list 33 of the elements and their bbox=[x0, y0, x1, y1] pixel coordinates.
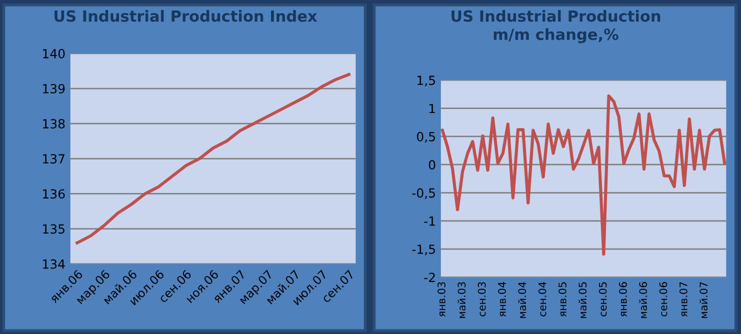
y-tick-label: -2 bbox=[424, 272, 435, 282]
chart-title: US Industrial Production Index bbox=[54, 10, 318, 22]
y-tick-label: 139 bbox=[43, 84, 65, 94]
y-tick-label: -1 bbox=[424, 216, 435, 226]
x-tick-label: сен.06 bbox=[659, 282, 668, 316]
y-tick-label: -0,5 bbox=[412, 188, 435, 199]
y-tick-label: 0,5 bbox=[416, 132, 435, 143]
x-tick-label: янв.07 bbox=[679, 282, 688, 317]
x-tick-label: май.07 bbox=[700, 282, 708, 318]
y-tick-label: 140 bbox=[43, 48, 65, 58]
chart-title: US Industrial Production m/m change,% bbox=[452, 10, 660, 44]
x-tick-label: май.05 bbox=[578, 282, 587, 318]
y-tick-label: 135 bbox=[43, 224, 64, 234]
x-tick-label: янв.04 bbox=[498, 282, 506, 317]
x-tick-label: май.04 bbox=[518, 282, 526, 318]
y-tick-label: 137 bbox=[43, 154, 64, 164]
y-tick-label: 1 bbox=[429, 104, 435, 114]
x-tick-label: янв.05 bbox=[558, 282, 566, 317]
line-series bbox=[440, 94, 726, 256]
x-tick-label: янв.06 bbox=[619, 282, 627, 317]
line-series bbox=[76, 72, 350, 244]
x-tick-label: сен.05 bbox=[598, 282, 607, 316]
x-tick-label: май.03 bbox=[458, 282, 466, 318]
y-tick-label: 1,5 bbox=[418, 76, 435, 86]
x-tick-label: сен.03 bbox=[478, 282, 486, 316]
y-tick-label: 136 bbox=[43, 189, 65, 199]
y-tick-label: -1,5 bbox=[412, 244, 435, 256]
y-tick-label: 134 bbox=[43, 259, 65, 269]
x-tick-label: сен.04 bbox=[538, 282, 546, 316]
x-tick-label: янв.03 bbox=[438, 282, 446, 317]
y-tick-label: 0 bbox=[428, 160, 436, 170]
x-tick-label: май.06 bbox=[639, 282, 648, 318]
y-tick-label: 138 bbox=[43, 119, 65, 129]
